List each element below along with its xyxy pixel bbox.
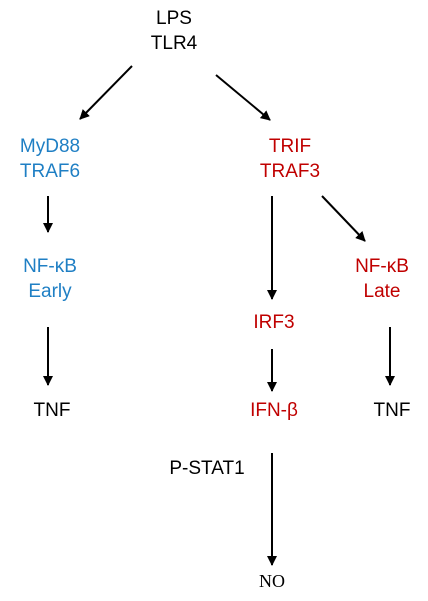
ifn-beta-label: IFN-β xyxy=(250,400,298,421)
irf3-label: IRF3 xyxy=(253,312,295,333)
node-ifn-beta: IFN-β xyxy=(250,398,298,423)
tnf-late-label: TNF xyxy=(373,400,411,421)
arrow-tlr4-to-myd88 xyxy=(79,65,133,120)
node-p-stat1: P-STAT1 xyxy=(169,456,244,481)
node-nfkb-late: NF-κB Late xyxy=(355,254,409,304)
node-no: NO xyxy=(259,569,285,594)
traf3-label: TRAF3 xyxy=(259,161,321,182)
node-trif-traf3: TRIF TRAF3 xyxy=(260,134,320,184)
node-nfkb-early: NF-κB Early xyxy=(23,254,77,304)
node-tnf-early: TNF xyxy=(34,398,71,423)
early-label: Early xyxy=(28,281,72,302)
no-label: NO xyxy=(259,571,285,591)
p-stat1-label: P-STAT1 xyxy=(169,458,245,479)
node-irf3: IRF3 xyxy=(253,310,294,335)
nfkb-early-label: NF-κB xyxy=(23,256,77,277)
node-tnf-late: TNF xyxy=(374,398,411,423)
traf6-label: TRAF6 xyxy=(19,161,81,182)
late-label: Late xyxy=(363,281,401,302)
tnf-early-label: TNF xyxy=(33,400,71,421)
node-lps-tlr4: LPS TLR4 xyxy=(151,6,197,56)
node-myd88-traf6: MyD88 TRAF6 xyxy=(20,134,80,184)
lps-label: LPS xyxy=(156,8,192,29)
arrow-tlr4-to-trif xyxy=(215,74,271,121)
myd88-label: MyD88 xyxy=(19,136,81,157)
nfkb-late-label: NF-κB xyxy=(355,256,409,277)
trif-label: TRIF xyxy=(268,136,312,157)
tlr4-label: TLR4 xyxy=(150,33,198,54)
arrow-traf3-to-nfkb-late xyxy=(321,195,366,242)
